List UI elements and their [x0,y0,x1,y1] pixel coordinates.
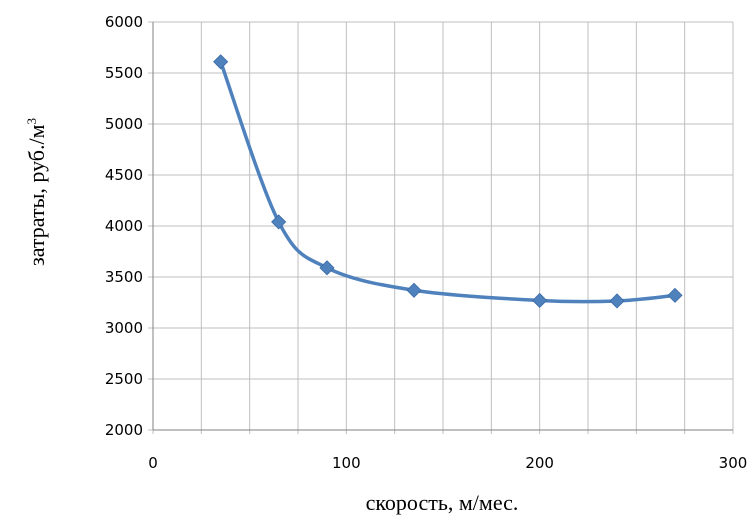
x-tick-label: 300 [719,454,748,472]
y-axis-label-text: затраты, руб./м [24,124,49,266]
series [213,54,683,309]
y-tick-label: 4500 [105,166,143,184]
y-tick-label: 5500 [105,64,143,82]
x-tick-labels: 0 100 200 300 [148,454,747,472]
data-point [609,293,625,309]
x-tick-label: 100 [332,454,361,472]
data-point [667,287,683,303]
y-axis-label-superscript: 3 [24,118,39,125]
y-tick-label: 2500 [105,370,143,388]
grid [148,21,734,434]
x-tick-label: 200 [525,454,554,472]
y-tick-label: 2000 [105,421,143,439]
y-tick-label: 6000 [105,13,143,31]
y-tick-label: 3500 [105,268,143,286]
data-point [406,282,422,298]
series-line [219,61,676,304]
x-axis-label: скорость, м/мес. [366,490,519,515]
data-point [271,214,287,230]
x-tick-label: 0 [148,454,158,472]
data-point [319,260,335,276]
y-tick-label: 3000 [105,319,143,337]
axes [152,22,733,431]
y-tick-label: 4000 [105,217,143,235]
y-axis-label: затраты, руб./м3 [24,118,49,266]
y-tick-labels: 2000 2500 3000 3500 4000 4500 5000 5500 6000 [105,13,143,439]
data-point [213,54,229,70]
y-tick-label: 5000 [105,115,143,133]
data-point [532,292,548,309]
